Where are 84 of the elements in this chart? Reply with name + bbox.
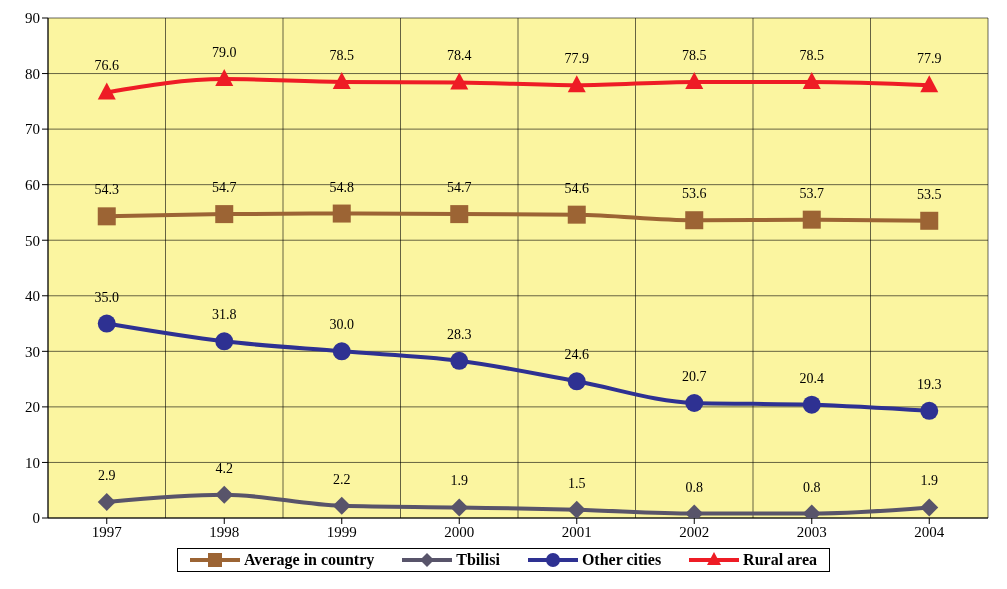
legend-label: Other cities <box>581 551 662 569</box>
point <box>97 492 116 511</box>
data-label: 54.8 <box>329 179 354 195</box>
x-tick-label: 1997 <box>91 523 123 540</box>
data-label: 30.0 <box>329 317 354 333</box>
data-label: 2.2 <box>333 471 351 487</box>
x-tick-label: 1998 <box>209 523 240 540</box>
data-label: 78.5 <box>682 47 707 63</box>
data-label: 20.4 <box>799 370 824 386</box>
data-label: 77.9 <box>917 51 942 67</box>
point <box>920 211 939 230</box>
data-label: 4.2 <box>215 460 233 476</box>
point <box>802 210 821 229</box>
point <box>332 496 351 515</box>
data-label: 2.9 <box>98 467 116 483</box>
x-tick-label: 1999 <box>326 523 357 540</box>
data-label: 31.8 <box>212 307 237 323</box>
data-label: 1.9 <box>450 473 468 489</box>
x-tick-label: 2000 <box>444 523 475 540</box>
data-label: 78.4 <box>447 48 472 64</box>
point <box>450 498 469 517</box>
point <box>920 498 939 517</box>
point <box>450 205 469 224</box>
point <box>685 211 704 230</box>
data-label: 19.3 <box>917 376 942 392</box>
y-tick-label: 70 <box>25 121 40 138</box>
point <box>920 75 939 93</box>
point <box>920 401 939 420</box>
point <box>215 485 234 504</box>
point <box>332 71 351 89</box>
point <box>332 204 351 223</box>
y-tick-label: 50 <box>25 232 40 249</box>
point <box>685 394 704 412</box>
data-label: 54.3 <box>94 182 119 198</box>
data-label: 28.3 <box>447 326 472 342</box>
point <box>332 342 351 361</box>
data-label: 54.7 <box>447 180 472 196</box>
x-tick-label: 2003 <box>796 523 827 540</box>
data-label: 78.5 <box>329 47 354 63</box>
y-tick-label: 60 <box>25 176 40 193</box>
point <box>567 75 586 93</box>
data-label: 20.7 <box>682 369 707 384</box>
y-tick-label: 80 <box>25 65 40 82</box>
data-label: 54.7 <box>212 180 237 196</box>
point <box>97 207 116 226</box>
data-label: 78.5 <box>799 47 824 63</box>
data-label: 53.7 <box>799 185 824 201</box>
data-label: 54.6 <box>564 180 589 196</box>
point <box>97 314 116 333</box>
point <box>215 332 234 351</box>
data-label: 79.0 <box>212 45 237 61</box>
point <box>802 395 821 414</box>
data-label: 35.0 <box>94 289 119 305</box>
legend-label: Average in country <box>243 551 375 569</box>
point <box>450 72 469 90</box>
x-tick-label: 2004 <box>914 523 945 540</box>
data-label: 53.6 <box>682 186 707 202</box>
point <box>685 71 704 89</box>
point <box>567 372 586 391</box>
x-tick-label: 2001 <box>561 523 592 540</box>
point <box>567 205 586 224</box>
point <box>97 82 116 100</box>
y-tick-label: 90 <box>25 10 40 27</box>
y-tick-label: 10 <box>25 454 40 471</box>
y-tick-label: 20 <box>25 399 40 416</box>
point <box>567 500 586 518</box>
point <box>802 71 821 89</box>
data-label: 0.8 <box>803 479 821 495</box>
data-label: 53.5 <box>917 186 942 202</box>
data-label: 77.9 <box>564 51 589 67</box>
legend-label: Tbilisi <box>456 551 500 569</box>
data-label: 76.6 <box>94 58 119 74</box>
data-label: 1.9 <box>920 473 938 489</box>
legend-label: Rural area <box>743 551 818 569</box>
data-label: 1.5 <box>568 475 586 491</box>
point <box>215 69 234 87</box>
data-label: 0.8 <box>685 479 703 495</box>
y-tick-label: 0 <box>32 510 40 527</box>
x-tick-label: 2002 <box>679 523 710 540</box>
point <box>450 351 469 370</box>
point <box>215 205 234 224</box>
y-tick-label: 40 <box>25 288 40 305</box>
data-label: 24.6 <box>564 347 589 363</box>
y-tick-label: 30 <box>25 343 40 360</box>
